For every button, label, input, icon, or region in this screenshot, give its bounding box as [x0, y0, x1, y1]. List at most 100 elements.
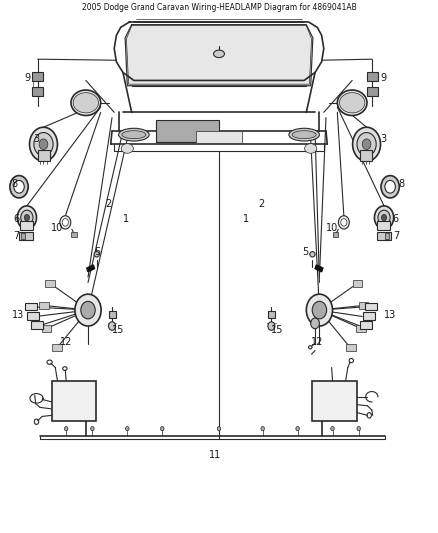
Text: 13: 13: [384, 310, 396, 320]
Bar: [346, 344, 356, 351]
Circle shape: [306, 294, 332, 326]
Bar: [38, 150, 50, 161]
Text: 12: 12: [60, 337, 72, 347]
Bar: [45, 280, 55, 287]
Ellipse shape: [339, 216, 350, 229]
Text: 5: 5: [95, 247, 101, 257]
Ellipse shape: [60, 216, 71, 229]
Ellipse shape: [119, 128, 149, 141]
Ellipse shape: [304, 144, 317, 154]
Ellipse shape: [121, 144, 134, 154]
Bar: [39, 302, 49, 309]
Ellipse shape: [94, 252, 99, 257]
Circle shape: [268, 322, 275, 330]
Bar: [385, 233, 389, 239]
Polygon shape: [87, 265, 95, 272]
Text: 6: 6: [13, 214, 19, 224]
Text: 8: 8: [398, 179, 404, 189]
Ellipse shape: [341, 219, 347, 226]
Ellipse shape: [122, 131, 146, 139]
Bar: [109, 311, 116, 318]
Text: 13: 13: [12, 310, 24, 320]
Bar: [25, 303, 37, 310]
Circle shape: [29, 127, 57, 161]
Bar: [365, 303, 377, 310]
Bar: [32, 72, 43, 82]
Circle shape: [362, 139, 371, 150]
Circle shape: [75, 294, 101, 326]
Circle shape: [312, 301, 327, 319]
Bar: [360, 321, 372, 329]
Circle shape: [374, 206, 394, 229]
Ellipse shape: [62, 219, 68, 226]
Text: 10: 10: [51, 223, 63, 233]
Bar: [332, 232, 338, 237]
Bar: [359, 302, 368, 309]
Circle shape: [381, 214, 387, 221]
Ellipse shape: [214, 50, 224, 58]
Text: 9: 9: [381, 73, 387, 83]
Circle shape: [353, 127, 381, 161]
Bar: [71, 232, 77, 237]
Ellipse shape: [91, 426, 94, 431]
Text: 7: 7: [393, 231, 399, 241]
Bar: [27, 312, 39, 320]
Text: 5: 5: [302, 247, 308, 257]
Circle shape: [81, 301, 95, 319]
Polygon shape: [315, 265, 323, 272]
Bar: [155, 120, 219, 142]
Ellipse shape: [71, 90, 101, 116]
Ellipse shape: [64, 426, 68, 431]
Ellipse shape: [73, 93, 99, 113]
Circle shape: [311, 318, 319, 329]
Bar: [268, 311, 275, 318]
Circle shape: [378, 210, 390, 225]
Ellipse shape: [357, 426, 360, 431]
Text: 1: 1: [243, 214, 249, 224]
Ellipse shape: [339, 93, 365, 113]
Bar: [21, 233, 25, 239]
Bar: [52, 381, 96, 421]
Ellipse shape: [126, 426, 129, 431]
Ellipse shape: [10, 175, 28, 198]
Circle shape: [357, 133, 376, 156]
Text: 6: 6: [393, 214, 399, 224]
Text: 1: 1: [123, 214, 129, 224]
Text: 12: 12: [311, 337, 323, 347]
Text: 2: 2: [106, 199, 112, 209]
Bar: [31, 321, 43, 329]
Circle shape: [21, 210, 33, 225]
Bar: [52, 344, 61, 351]
Bar: [311, 381, 357, 421]
Ellipse shape: [292, 131, 316, 139]
Ellipse shape: [310, 252, 315, 257]
Bar: [363, 312, 375, 320]
Text: 2: 2: [258, 199, 265, 209]
Text: 15: 15: [112, 325, 124, 335]
Ellipse shape: [381, 175, 399, 198]
Bar: [360, 150, 372, 161]
Ellipse shape: [14, 180, 24, 193]
Text: 8: 8: [12, 179, 18, 189]
Bar: [377, 232, 391, 240]
Bar: [367, 87, 378, 96]
Circle shape: [34, 133, 53, 156]
Ellipse shape: [296, 426, 299, 431]
Ellipse shape: [217, 426, 221, 431]
Ellipse shape: [160, 426, 164, 431]
Circle shape: [109, 322, 116, 330]
Ellipse shape: [289, 128, 319, 141]
Ellipse shape: [337, 90, 367, 116]
Bar: [367, 72, 378, 82]
Ellipse shape: [385, 180, 396, 193]
Text: 2005 Dodge Grand Caravan Wiring-HEADLAMP Diagram for 4869041AB: 2005 Dodge Grand Caravan Wiring-HEADLAMP…: [81, 3, 357, 12]
Text: 15: 15: [272, 325, 284, 335]
Bar: [353, 280, 363, 287]
Bar: [356, 325, 366, 332]
Text: 11: 11: [209, 450, 222, 460]
Bar: [32, 87, 43, 96]
Ellipse shape: [261, 426, 265, 431]
Circle shape: [17, 206, 36, 229]
Polygon shape: [125, 25, 313, 86]
Text: 9: 9: [25, 73, 31, 83]
